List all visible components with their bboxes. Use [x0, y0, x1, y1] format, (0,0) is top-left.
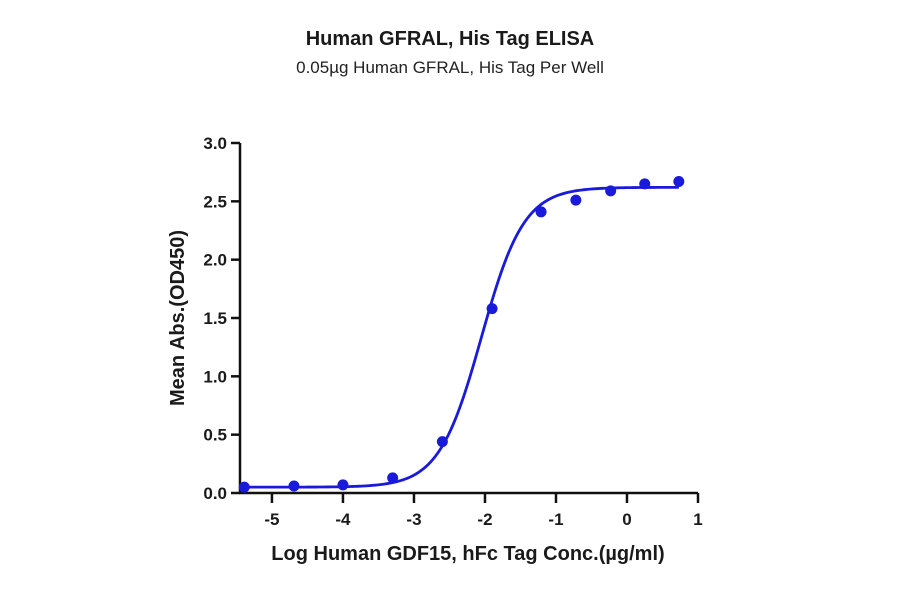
y-tick-label: 1.5 — [203, 309, 227, 328]
data-point — [436, 436, 448, 448]
y-tick-label: 0.0 — [203, 484, 227, 503]
data-point — [570, 194, 582, 206]
x-tick-label: -3 — [406, 510, 421, 529]
chart-subtitle: 0.05µg Human GFRAL, His Tag Per Well — [296, 58, 604, 77]
data-point — [673, 176, 685, 187]
data-point — [288, 480, 300, 492]
chart-title: Human GFRAL, His Tag ELISA — [305, 28, 595, 50]
axes: 0.0 0.5 1.0 1.5 2.0 2.5 3.0 -5 -4 -3 -2 -1 0 1 — [203, 134, 702, 529]
x-tick-label: -4 — [335, 510, 351, 529]
y-tick-label: 2.5 — [203, 192, 227, 211]
y-tick-label: 1.0 — [203, 367, 227, 386]
data-point — [605, 185, 617, 197]
fit-curve — [244, 185, 679, 489]
y-tick-label: 2.0 — [203, 251, 227, 270]
x-tick-label: 1 — [693, 510, 702, 529]
x-tick-label: -5 — [264, 510, 279, 529]
data-point — [535, 206, 547, 218]
x-tick-label: -1 — [548, 510, 563, 529]
data-points — [238, 176, 685, 493]
fit-curve-line — [244, 185, 679, 489]
x-tick-label: 0 — [622, 510, 631, 529]
y-tick-label: 0.5 — [203, 426, 227, 445]
data-point — [387, 472, 399, 484]
data-point — [238, 481, 250, 493]
data-point — [639, 178, 651, 190]
y-axis-title: Mean Abs.(OD450) — [167, 230, 189, 406]
y-tick-label: 3.0 — [203, 134, 227, 153]
data-point — [337, 479, 349, 491]
x-axis-title: Log Human GDF15, hFc Tag Conc.(µg/ml) — [271, 543, 664, 565]
x-tick-label: -2 — [477, 510, 492, 529]
data-point — [486, 303, 498, 315]
